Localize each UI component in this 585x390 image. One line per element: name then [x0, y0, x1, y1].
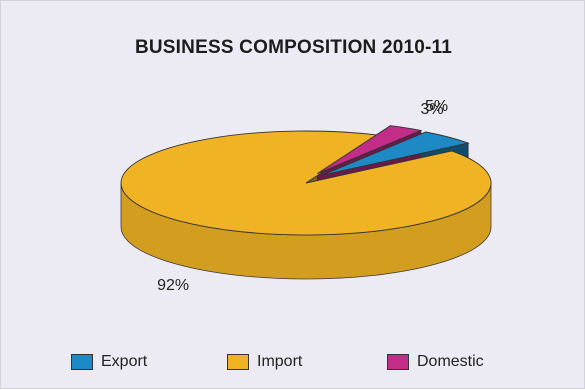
pie-tops [120, 125, 492, 236]
data-label-export: 5% [425, 98, 448, 115]
legend-swatch-import [227, 354, 249, 370]
legend-label-export: Export [101, 353, 148, 370]
data-label-import: 92% [157, 277, 189, 294]
pie-slice-export [322, 131, 470, 176]
legend-item-export: Export [71, 353, 147, 371]
pie-slice-import [120, 130, 492, 236]
legend-swatch-domestic [387, 354, 409, 370]
pie-slice-domestic [317, 125, 423, 174]
legend-swatch-export [71, 354, 93, 370]
data-label-domestic: 3% [420, 101, 443, 118]
legend-label-domestic: Domestic [417, 353, 484, 370]
pie-labels: 5% 92% 3% [157, 98, 448, 294]
legend-label-import: Import [257, 353, 303, 370]
chart-title: BUSINESS COMPOSITION 2010-11 [134, 37, 453, 58]
legend: Export Import Domestic [1, 353, 585, 377]
legend-item-domestic: Domestic [387, 353, 484, 371]
legend-item-import: Import [227, 353, 302, 371]
